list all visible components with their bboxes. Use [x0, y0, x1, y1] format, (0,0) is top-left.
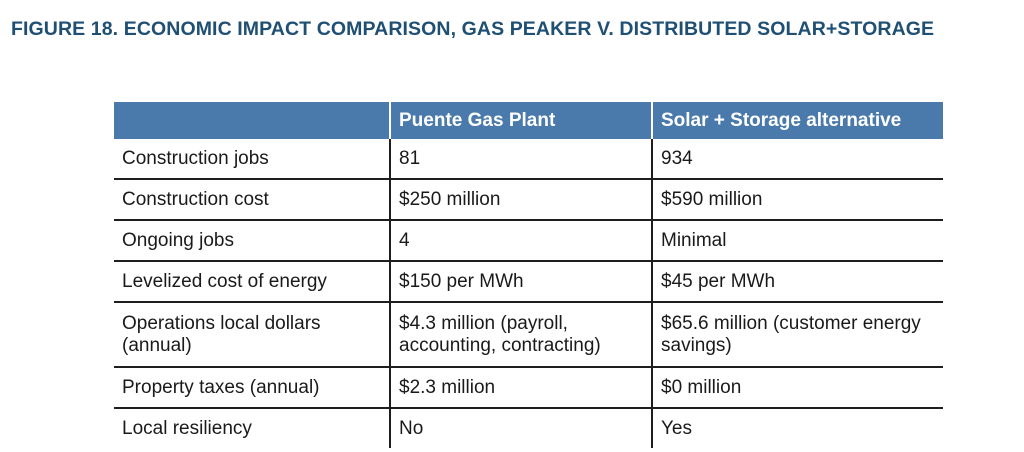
- figure-title: FIGURE 18. ECONOMIC IMPACT COMPARISON, G…: [11, 18, 935, 40]
- header-solar-storage: Solar + Storage alternative: [651, 102, 943, 139]
- row-label: Local resiliency: [122, 417, 252, 439]
- table-row: Property taxes (annual) $2.3 million $0 …: [114, 367, 943, 409]
- gas-plant-value: No: [389, 408, 652, 448]
- row-label: Property taxes (annual): [114, 367, 390, 409]
- solar-storage-value: $590 million: [651, 179, 943, 221]
- solar-storage-value: Minimal: [651, 220, 943, 262]
- solar-storage-value: $0 million: [651, 367, 943, 409]
- table-row: Construction jobs 81 934: [114, 139, 943, 180]
- gas-plant-value: $250 million: [389, 179, 652, 221]
- gas-plant-value: $2.3 million: [389, 367, 652, 409]
- solar-storage-value: $65.6 million (customer energy savings): [651, 302, 943, 368]
- table-row: Operations local dollars (annual) $4.3 m…: [114, 302, 943, 368]
- table-row: Levelized cost of energy $150 per MWh $4…: [114, 261, 943, 303]
- gas-plant-value: 81: [389, 139, 652, 180]
- row-label: Levelized cost of energy: [114, 261, 390, 303]
- table-row: Construction cost $250 million $590 mill…: [114, 179, 943, 221]
- solar-storage-value: $45 per MWh: [651, 261, 943, 303]
- solar-storage-value: 934: [651, 139, 943, 180]
- row-label: Construction cost: [114, 179, 390, 221]
- table-row: Local resiliency No Yes: [114, 408, 943, 448]
- table-row: Ongoing jobs 4 Minimal: [114, 220, 943, 262]
- header-row: Puente Gas Plant Solar + Storage alterna…: [114, 102, 943, 139]
- solar-storage-value: Yes: [651, 408, 943, 448]
- row-label: Operations local dollars (annual): [114, 302, 390, 368]
- header-puente-gas-plant: Puente Gas Plant: [389, 102, 652, 139]
- gas-plant-value: $150 per MWh: [389, 261, 652, 303]
- comparison-table: Puente Gas Plant Solar + Storage alterna…: [114, 102, 943, 448]
- gas-plant-value: $4.3 million (payroll, accounting, contr…: [389, 302, 652, 368]
- row-label: Construction jobs: [114, 139, 390, 180]
- row-label: Ongoing jobs: [114, 220, 390, 262]
- header-empty: [114, 102, 390, 139]
- gas-plant-value: 4: [389, 220, 652, 262]
